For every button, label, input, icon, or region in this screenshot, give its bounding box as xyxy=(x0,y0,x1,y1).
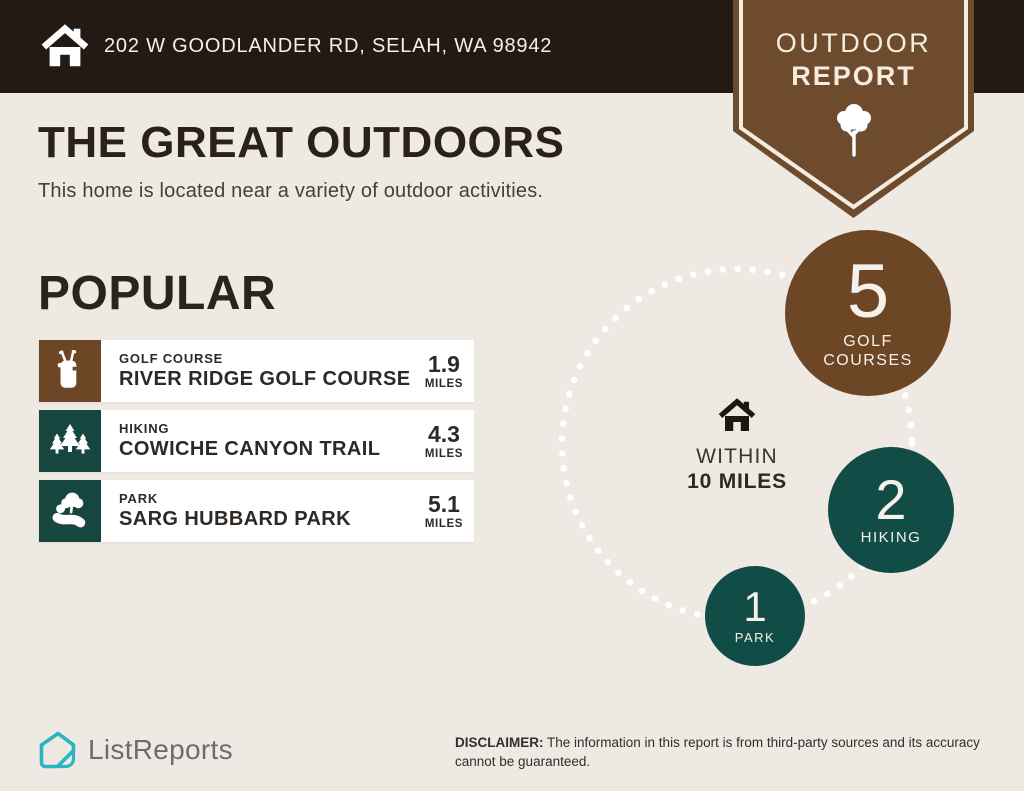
item-distance: 5.1 xyxy=(427,490,460,517)
golf-courses-count-bubble: 5 GOLF COURSES xyxy=(785,230,951,396)
hiking-count: 2 xyxy=(875,467,907,531)
pine-trees-icon xyxy=(49,424,91,454)
park-count: 1 xyxy=(743,582,767,630)
ribbon-title-line2: REPORT xyxy=(791,61,916,91)
listreports-house-icon xyxy=(39,731,76,769)
golf-course-icon-tile xyxy=(39,340,101,402)
golf-courses-label: GOLF COURSES xyxy=(823,332,913,370)
item-distance-unit: MILES xyxy=(424,377,463,390)
item-category: PARK xyxy=(119,491,159,506)
brand-name: ListReports xyxy=(88,734,233,765)
within-label: WITHIN xyxy=(696,445,778,468)
park-count-bubble: 1 PARK xyxy=(705,566,805,666)
hiking-count-bubble: 2 HIKING xyxy=(828,447,954,573)
disclaimer-label: DISCLAIMER: xyxy=(455,735,544,750)
item-name: SARG HUBBARD PARK xyxy=(119,508,351,530)
item-category: HIKING xyxy=(119,421,170,436)
golf-courses-count: 5 xyxy=(846,248,890,334)
popular-list: GOLF COURSE RIVER RIDGE GOLF COURSE 1.9 … xyxy=(39,340,474,542)
page-title: THE GREAT OUTDOORS xyxy=(38,118,565,167)
popular-item-park: PARK SARG HUBBARD PARK 5.1 MILES xyxy=(39,480,474,542)
popular-item-golf-course: GOLF COURSE RIVER RIDGE GOLF COURSE 1.9 … xyxy=(39,340,474,402)
item-distance: 4.3 xyxy=(427,420,460,447)
hiking-label: HIKING xyxy=(860,529,922,547)
home-icon xyxy=(41,23,89,66)
item-distance: 1.9 xyxy=(427,350,460,377)
item-name: RIVER RIDGE GOLF COURSE xyxy=(119,368,411,390)
outdoor-report-ribbon: OUTDOOR REPORT xyxy=(733,0,974,218)
home-icon-small xyxy=(718,398,756,431)
hiking-icon-tile xyxy=(39,410,101,472)
property-address: 202 W GOODLANDER RD, SELAH, WA 98942 xyxy=(104,35,553,57)
radius-dotted-circle xyxy=(559,266,915,622)
disclaimer: DISCLAIMER: The information in this repo… xyxy=(455,734,983,772)
park-label: PARK xyxy=(734,629,776,645)
popular-heading: POPULAR xyxy=(38,267,277,320)
park-tree-path-icon xyxy=(52,492,86,528)
listreports-logo: ListReports xyxy=(38,730,233,770)
golf-bag-icon xyxy=(57,350,77,388)
ribbon-title-line1: OUTDOOR xyxy=(775,28,932,58)
item-name: COWICHE CANYON TRAIL xyxy=(119,438,381,460)
park-icon-tile xyxy=(39,480,101,542)
item-distance-unit: MILES xyxy=(424,447,463,460)
radius-distance-label: 10 MILES xyxy=(687,470,787,493)
page-subtitle: This home is located near a variety of o… xyxy=(38,180,544,202)
item-category: GOLF COURSE xyxy=(119,351,224,366)
item-distance-unit: MILES xyxy=(424,517,463,530)
popular-item-hiking: HIKING COWICHE CANYON TRAIL 4.3 MILES xyxy=(39,410,474,472)
intro-section: THE GREAT OUTDOORS This home is located … xyxy=(38,118,698,203)
radius-center: WITHIN 10 MILES xyxy=(662,398,812,494)
disclaimer-text: The information in this report is from t… xyxy=(455,735,980,769)
tree-icon xyxy=(837,104,871,157)
